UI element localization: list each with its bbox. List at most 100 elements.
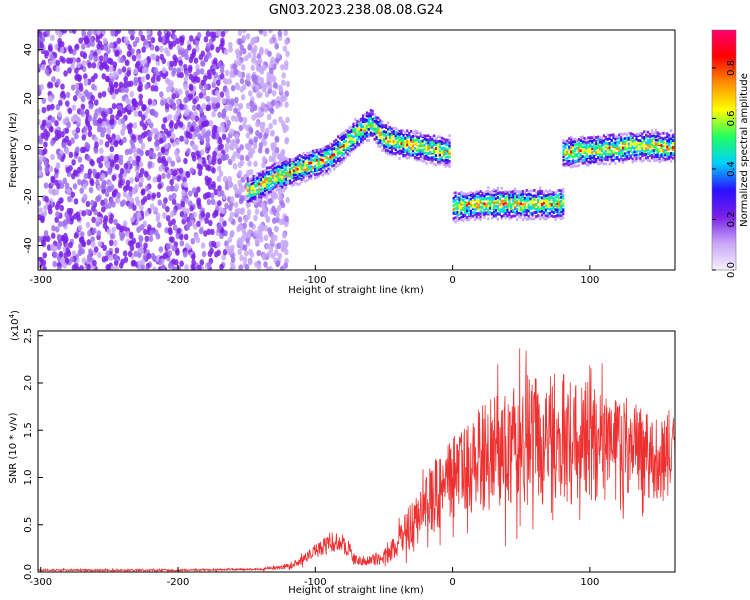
spectrogram-cell — [262, 173, 265, 176]
spectrogram-cell — [288, 163, 292, 167]
spectrogram-cell — [608, 137, 611, 141]
spectrogram-cell — [310, 174, 313, 178]
spectrogram-cell — [298, 175, 301, 179]
spectrogram-cell — [566, 160, 569, 163]
spectrogram-cell — [444, 138, 447, 142]
spectrogram-cell — [662, 154, 665, 158]
spectrogram-cell — [265, 166, 269, 170]
spectrogram-cell — [392, 146, 395, 150]
spectrogram-cell — [361, 141, 365, 145]
spectrogram-cell — [500, 205, 503, 208]
spectrogram-cell — [464, 211, 467, 215]
spectrogram-cell — [658, 160, 661, 164]
spectrogram-cell — [631, 153, 634, 156]
spectrogram-cell — [190, 151, 196, 159]
spectrogram-cell — [404, 131, 407, 135]
spectrogram-cell — [431, 141, 434, 144]
spectrogram-cell — [252, 48, 257, 56]
spectrogram-cell — [369, 114, 372, 118]
spectrogram-cell — [287, 182, 290, 186]
spectrogram-cell — [458, 217, 461, 220]
spectrogram-cell — [606, 150, 609, 154]
spectrogram-cell — [521, 203, 524, 206]
spectrogram-cell — [160, 264, 166, 270]
spectrogram-cell — [220, 40, 225, 47]
spectrogram-cell — [562, 151, 565, 155]
spectrogram-cell — [400, 146, 403, 150]
spectrogram-cell — [537, 190, 540, 194]
spectrogram-cell — [623, 157, 627, 161]
spectrogram-cell — [473, 203, 476, 207]
spectrogram-cell — [338, 136, 342, 140]
spectrogram-cell — [215, 46, 221, 53]
spectrogram-cell — [285, 171, 288, 175]
spectrogram-cell — [388, 152, 392, 156]
spectrogram-cell — [623, 142, 627, 146]
spectrogram-cell — [612, 144, 615, 147]
spectrogram-cell — [427, 158, 430, 161]
spectrogram-cell — [222, 220, 227, 227]
spectrogram-cell — [40, 215, 45, 222]
spectrogram-cell — [225, 136, 231, 144]
spectrogram-cell — [575, 142, 579, 146]
spectrogram-cell — [313, 164, 317, 168]
spectrogram-cell — [444, 159, 447, 162]
spectrogram-cell — [247, 151, 253, 158]
spectrogram-cell — [535, 211, 538, 214]
spectrogram-cell — [623, 146, 627, 150]
spectrogram-cell — [312, 161, 315, 165]
spectrogram-cell — [415, 149, 419, 152]
spectrogram-cell — [425, 148, 428, 152]
spectrogram-cell — [135, 242, 141, 249]
spectrogram-cell — [452, 207, 455, 211]
spectrogram-cell — [179, 240, 185, 247]
spectrogram-cell — [123, 81, 128, 89]
spectrogram-cell — [481, 193, 484, 197]
spectrogram-cell — [527, 198, 530, 202]
spectrogram-cell — [337, 147, 340, 151]
spectrogram-cell — [458, 212, 461, 216]
spectrogram-cell — [500, 201, 503, 205]
spectrogram-cell — [265, 243, 271, 250]
spectrogram-cell — [211, 35, 216, 42]
spectrogram-cell — [228, 46, 233, 53]
spectrogram-cell — [595, 146, 598, 149]
spectrogram-cell — [260, 195, 263, 199]
spectrogram-cell — [573, 164, 577, 168]
spectrogram-cell — [346, 140, 349, 144]
spectrogram-cell — [267, 187, 271, 191]
spectrogram-cell — [381, 138, 384, 142]
spectrogram-cell — [136, 148, 142, 155]
spectrogram-cell — [448, 165, 451, 169]
spectrogram-cell — [176, 67, 182, 74]
spectrogram-cell — [225, 244, 231, 252]
spectrogram-cell — [415, 146, 419, 150]
spectrogram-cell — [622, 132, 625, 136]
spectrogram-cell — [539, 214, 542, 218]
spectrogram-cell — [72, 95, 78, 102]
spectrogram-cell — [598, 147, 602, 151]
spectrogram-cell — [473, 213, 476, 217]
spectrogram-cell — [302, 175, 305, 179]
spectrogram-cell — [331, 151, 334, 155]
spectrogram-cell — [402, 154, 405, 157]
spectrogram-cell — [74, 132, 79, 140]
spectrogram-cell — [252, 200, 255, 204]
spectrogram-cell — [573, 140, 577, 144]
spectrogram-cell — [361, 127, 365, 130]
spectrogram-cell — [390, 148, 394, 151]
spectrogram-cell — [90, 160, 95, 167]
spectrogram-cell — [622, 148, 625, 152]
spectrogram-cell — [398, 152, 401, 156]
spectrogram-cell — [400, 129, 403, 133]
spectrogram-cell — [356, 120, 359, 123]
spectrogram-cell — [593, 135, 596, 139]
spectrogram-cell — [292, 157, 295, 161]
spectrogram-cell — [436, 147, 440, 151]
spectrogram-cell — [438, 135, 442, 139]
spectrogram-cell — [419, 155, 422, 158]
spectrogram-cell — [219, 232, 224, 240]
spectrogram-cell — [645, 141, 648, 145]
spectrogram-cell — [436, 152, 440, 155]
spectrogram-cell — [253, 214, 258, 222]
